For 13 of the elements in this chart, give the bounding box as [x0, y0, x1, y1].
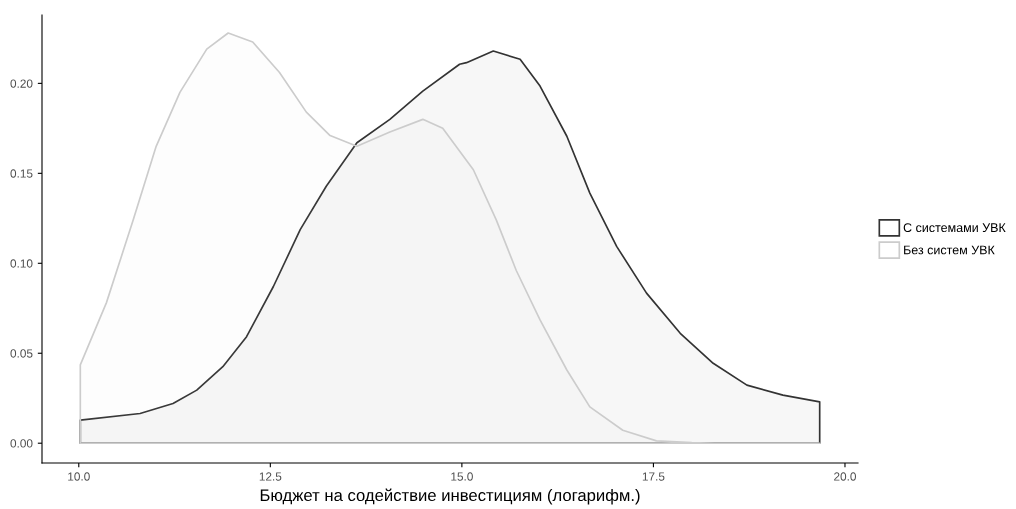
legend-label: С системами УВК [903, 223, 1006, 233]
legend-label: Без систем УВК [904, 245, 995, 255]
y-tick-label: 0.15 [10, 169, 33, 178]
x-tick-label: 10.0 [68, 472, 90, 481]
y-tick-label: 0.05 [10, 349, 33, 358]
y-tick-label: 0.00 [10, 439, 33, 448]
x-tick-label: 17.5 [642, 472, 665, 481]
x-tick-label: 20.0 [834, 472, 856, 481]
x-axis-title: Бюджет на содействие инвестициям (логарифм.) [260, 488, 640, 505]
x-tick-label: 12.5 [259, 472, 282, 481]
y-tick-label: 0.20 [10, 79, 33, 88]
y-tick-label: 0.10 [10, 259, 33, 268]
x-tick-label: 15.0 [451, 472, 473, 481]
